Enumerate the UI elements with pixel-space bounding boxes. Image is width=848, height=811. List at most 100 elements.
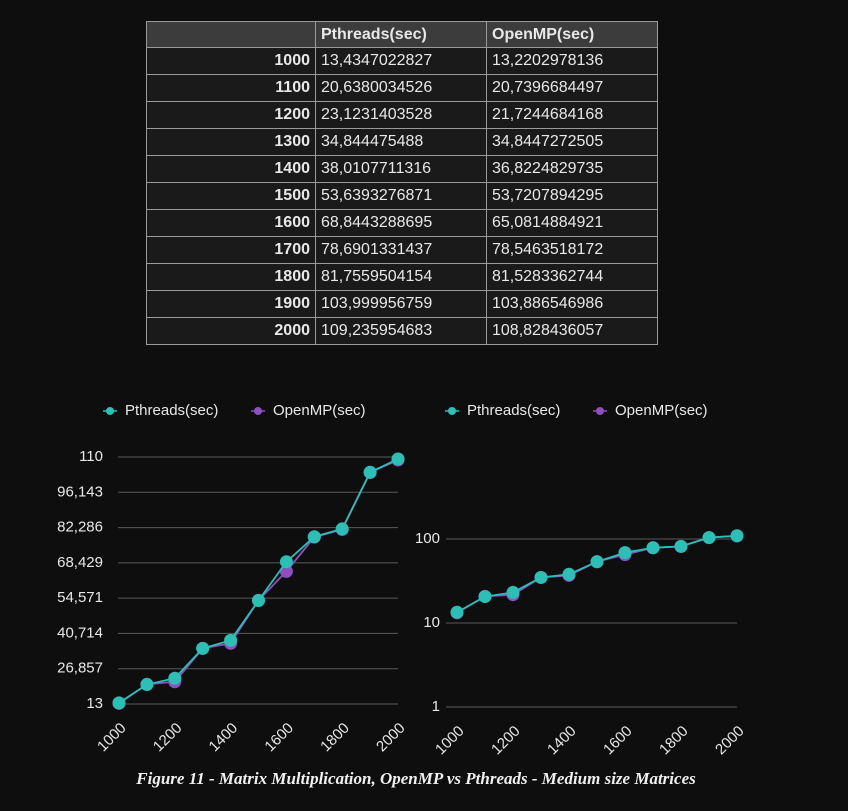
data-point [646,541,660,555]
data-point [112,696,126,710]
cell: 53,6393276871 [315,182,487,210]
header-cell: OpenMP(sec) [486,21,658,48]
y-tick-label: 82,286 [57,519,103,536]
table-row: 1100 20,6380034526 20,7396684497 [146,74,658,102]
y-tick-label: 68,429 [57,554,103,571]
y-tick-label: 96,143 [57,483,103,500]
caption: Figure 11 - Matrix Multiplication, OpenM… [136,769,696,788]
table-row: 1900 103,999956759 103,886546986 [146,290,658,318]
cell: 34,8447272505 [486,128,658,156]
x-tick-label: 1800 [656,723,692,759]
row-label: 1800 [146,263,316,291]
x-tick-label: 1400 [544,723,580,759]
row-label: 1500 [146,182,316,210]
data-point [618,546,632,560]
table-body: 1000 13,4347022827 13,2202978136 1100 20,638… [146,47,658,345]
table-row: 1500 53,6393276871 53,7207894295 [146,182,658,210]
row-label: 1400 [146,155,316,183]
data-point [307,530,321,544]
data-point [252,594,265,608]
cell: 108,828436057 [486,317,658,345]
series-line [118,458,399,704]
cell: 81,7559504154 [315,263,487,291]
cell: 78,5463518172 [486,236,658,264]
cell: 13,2202978136 [486,47,658,75]
cell: 81,5283362744 [486,263,658,291]
y-tick-label: 1 [432,698,440,715]
y-tick-label: 110 [79,448,103,465]
series-line [118,459,399,705]
cell: 23,1231403528 [315,101,487,129]
data-point [562,567,576,581]
table-row: 1700 78,6901331437 78,5463518172 [146,236,658,264]
x-tick-label: 1200 [150,720,186,756]
y-tick-label: 13 [86,695,103,712]
data-point [168,671,182,685]
row-label: 1300 [146,128,316,156]
row-label: 2000 [146,317,316,345]
row-label: 1700 [146,236,316,264]
data-point [534,570,548,584]
row-label: 1000 [146,47,316,75]
data-point [702,531,716,545]
legend-label: OpenMP(sec) [273,402,366,419]
x-tick-label: 1400 [206,720,242,756]
table-row: 1200 23,1231403528 21,7244684168 [146,101,658,129]
y-tick-label: 26,857 [57,660,103,677]
y-tick-label: 54,571 [57,589,103,606]
data-point [196,641,210,655]
data-point [590,555,604,569]
table-row: 1000 13,4347022827 13,2202978136 [146,47,658,75]
data-point [391,452,405,466]
x-tick-label: 1000 [94,720,130,756]
cell: 65,0814884921 [486,209,658,237]
table-row: 1800 81,7559504154 81,5283362744 [146,263,658,291]
data-point [140,678,154,692]
cell: 36,8224829735 [486,155,658,183]
corner-cell [146,21,316,48]
cell: 109,235954683 [315,317,487,345]
x-tick-label: 1600 [600,723,636,759]
row-label: 1600 [146,209,316,237]
series-line [456,535,738,614]
table-row: 1600 68,8443288695 65,0814884921 [146,209,658,237]
legend-marker [596,407,604,415]
cell: 20,6380034526 [315,74,487,102]
cell: 38,0107711316 [315,155,487,183]
data-point [279,564,293,578]
cell: 68,8443288695 [315,209,487,237]
data-point [450,605,464,619]
data-point [506,585,520,599]
x-tick-label: 1200 [488,723,524,759]
y-tick-label: 100 [415,530,440,547]
data-point [478,590,492,604]
cell: 20,7396684497 [486,74,658,102]
data-point [674,539,688,553]
data-point [730,529,744,543]
legend-label: Pthreads(sec) [125,402,218,419]
data-table: Pthreads(sec) OpenMP(sec) 1000 13,43470228… [146,21,658,345]
x-tick-label: 1800 [317,720,353,756]
x-tick-label: 1000 [432,723,468,759]
legend-label: Pthreads(sec) [467,402,560,419]
cell: 103,886546986 [486,290,658,318]
y-tick-label: 10 [423,614,440,631]
legend-marker [106,407,114,415]
legend-label: OpenMP(sec) [615,402,708,419]
data-point [279,555,293,569]
row-label: 1200 [146,101,316,129]
table-row: 1400 38,0107711316 36,8224829735 [146,155,658,183]
cell: 21,7244684168 [486,101,658,129]
data-point [224,633,238,647]
x-tick-label: 2000 [373,720,409,756]
x-tick-label: 2000 [712,723,748,759]
table-row: 2000 109,235954683 108,828436057 [146,317,658,345]
data-point [335,522,349,536]
legend-marker [448,407,456,415]
legend-marker [254,407,262,415]
data-point [363,465,377,479]
x-tick-label: 1600 [261,720,297,756]
series-line [456,534,738,614]
